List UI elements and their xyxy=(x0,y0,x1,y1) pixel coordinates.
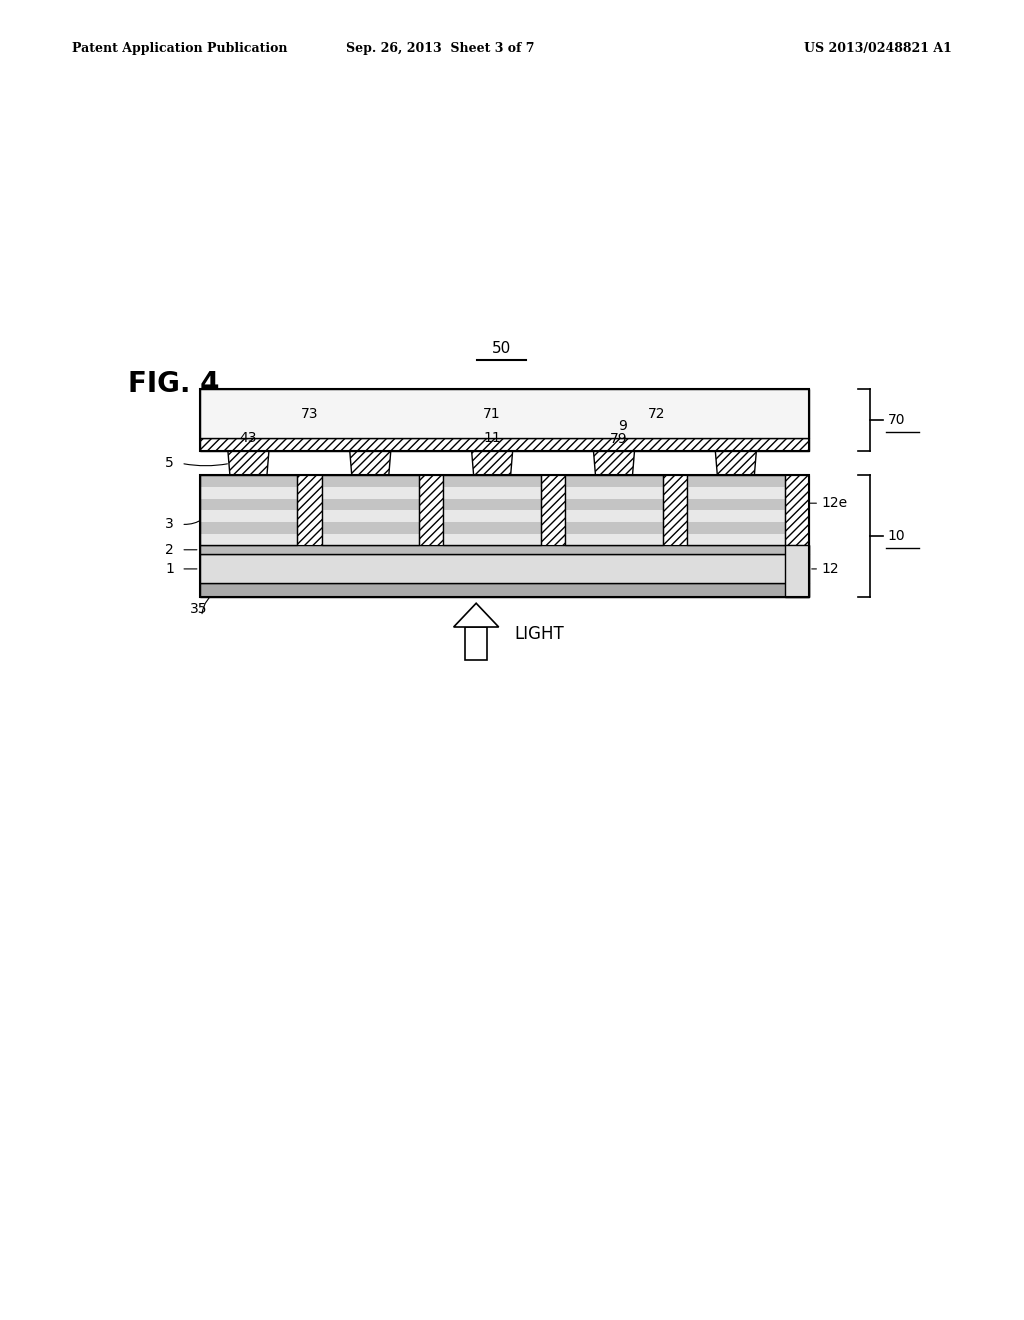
Bar xyxy=(200,487,297,499)
Text: 10: 10 xyxy=(888,529,905,543)
Bar xyxy=(200,475,809,597)
Text: FIG. 4: FIG. 4 xyxy=(128,370,219,397)
Polygon shape xyxy=(228,451,269,475)
Text: 5: 5 xyxy=(165,457,174,470)
Bar xyxy=(200,475,297,487)
Bar xyxy=(687,487,784,499)
Bar xyxy=(322,475,419,545)
Bar xyxy=(322,499,419,511)
Bar xyxy=(322,487,419,499)
Polygon shape xyxy=(594,451,635,475)
Bar xyxy=(541,475,565,545)
Bar xyxy=(200,510,297,521)
Bar xyxy=(443,533,541,545)
Text: 12: 12 xyxy=(821,562,839,576)
Bar xyxy=(322,533,419,545)
Bar xyxy=(419,475,443,545)
Bar xyxy=(565,475,663,545)
Text: 71: 71 xyxy=(483,407,501,421)
Bar xyxy=(465,627,487,660)
Text: 12e: 12e xyxy=(821,496,848,511)
Bar xyxy=(200,583,809,597)
Bar xyxy=(297,475,322,545)
Bar xyxy=(565,475,663,487)
Bar xyxy=(663,475,687,545)
Bar xyxy=(200,545,809,554)
Bar xyxy=(687,521,784,533)
Text: 79: 79 xyxy=(610,432,628,446)
Bar xyxy=(687,475,784,545)
Bar xyxy=(565,521,663,533)
Bar xyxy=(322,510,419,521)
Bar xyxy=(443,475,541,545)
Text: 73: 73 xyxy=(301,407,318,421)
Bar xyxy=(322,475,419,487)
Text: Sep. 26, 2013  Sheet 3 of 7: Sep. 26, 2013 Sheet 3 of 7 xyxy=(346,42,535,55)
Text: 2: 2 xyxy=(165,543,174,557)
Bar xyxy=(687,510,784,521)
Polygon shape xyxy=(716,451,757,475)
Text: 35: 35 xyxy=(189,602,207,616)
Bar xyxy=(200,499,297,511)
Bar xyxy=(565,533,663,545)
Bar xyxy=(443,475,541,487)
Text: Patent Application Publication: Patent Application Publication xyxy=(72,42,287,55)
Text: 72: 72 xyxy=(648,407,666,421)
Bar xyxy=(200,521,297,533)
Bar xyxy=(200,475,809,545)
Text: 11: 11 xyxy=(483,430,501,445)
Bar xyxy=(784,475,809,545)
Bar xyxy=(443,499,541,511)
Bar xyxy=(687,499,784,511)
Bar xyxy=(565,510,663,521)
Bar xyxy=(443,510,541,521)
Bar xyxy=(443,521,541,533)
Text: 70: 70 xyxy=(888,413,905,428)
Bar xyxy=(687,533,784,545)
Bar xyxy=(200,389,809,438)
Bar xyxy=(200,533,297,545)
Bar xyxy=(200,389,809,451)
Bar xyxy=(565,487,663,499)
Polygon shape xyxy=(454,603,499,627)
Bar xyxy=(443,487,541,499)
Text: 50: 50 xyxy=(493,342,511,356)
Text: 9: 9 xyxy=(617,418,627,433)
Text: LIGHT: LIGHT xyxy=(514,626,564,643)
Polygon shape xyxy=(350,451,391,475)
Bar xyxy=(200,438,809,451)
Bar xyxy=(200,554,809,583)
Text: US 2013/0248821 A1: US 2013/0248821 A1 xyxy=(805,42,952,55)
Text: 1: 1 xyxy=(165,562,174,576)
Text: 43: 43 xyxy=(240,430,257,445)
Polygon shape xyxy=(472,451,513,475)
Bar xyxy=(565,499,663,511)
Bar xyxy=(784,545,809,597)
Bar xyxy=(322,521,419,533)
Bar xyxy=(200,475,297,545)
Bar xyxy=(687,475,784,487)
Text: 3: 3 xyxy=(165,517,174,531)
